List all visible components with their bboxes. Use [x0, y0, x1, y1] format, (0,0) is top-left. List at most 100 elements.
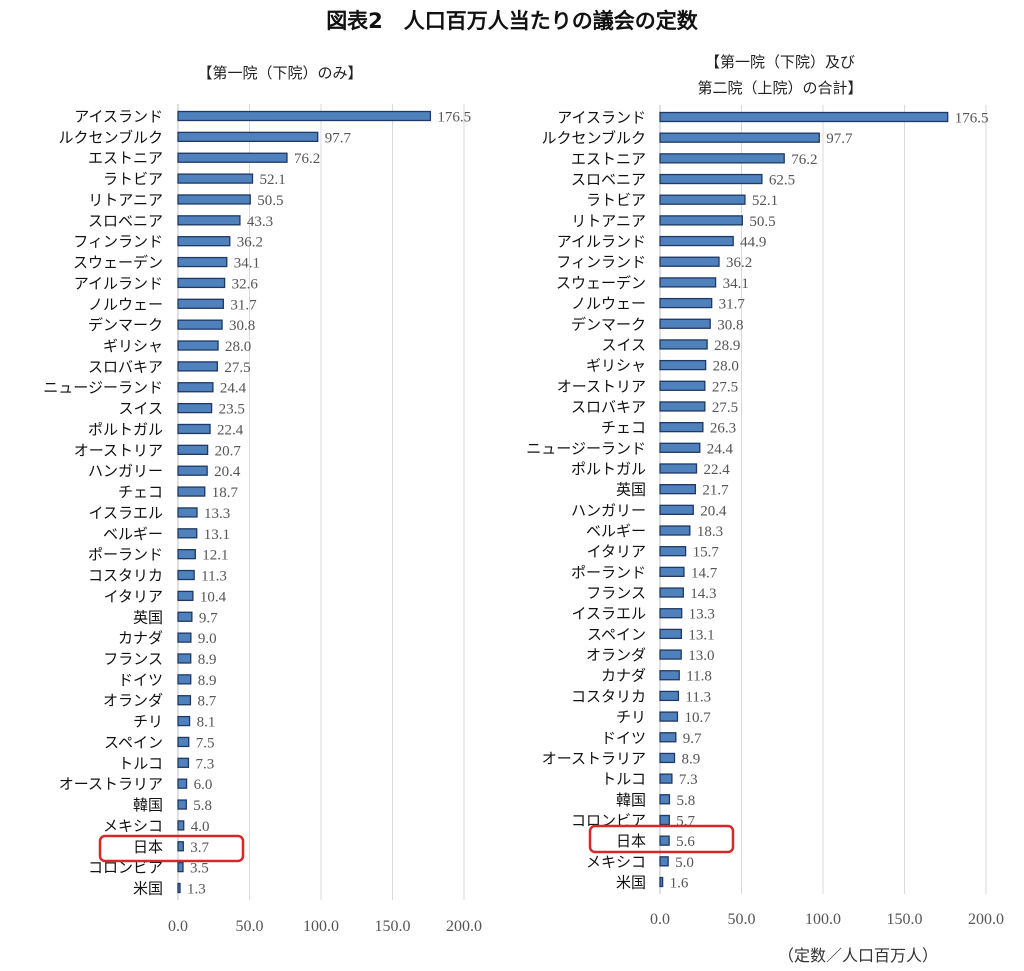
bar	[177, 173, 254, 184]
data-label: 10.7	[684, 710, 711, 726]
category-label: メキシコ	[103, 817, 163, 835]
category-label: スロバキア	[571, 398, 646, 416]
category-label: イスラエル	[571, 605, 646, 623]
data-label: 28.0	[713, 359, 739, 375]
bar	[659, 359, 707, 371]
bar	[177, 632, 192, 643]
x-tick-label: 150.0	[375, 918, 411, 935]
bar	[177, 569, 195, 581]
category-label: エストニア	[571, 150, 646, 168]
data-label: 11.3	[201, 569, 227, 585]
bar	[177, 507, 198, 518]
bar	[177, 194, 251, 205]
data-label: 18.3	[697, 524, 723, 540]
data-label: 76.2	[791, 152, 817, 168]
bar	[177, 340, 219, 351]
category-label: オーストラリア	[59, 775, 163, 793]
data-label: 97.7	[325, 130, 352, 146]
bar	[659, 256, 720, 267]
bar	[659, 132, 820, 143]
category-label: ニュージーランド	[526, 439, 646, 457]
bar	[177, 382, 214, 393]
bar	[177, 215, 241, 226]
category-label: イスラエル	[88, 504, 163, 522]
category-label: ポーランド	[571, 563, 646, 581]
category-label: ニュージーランド	[43, 379, 163, 397]
data-label: 34.1	[234, 256, 260, 272]
category-label: 日本	[133, 838, 163, 856]
japan-highlight-box	[98, 834, 245, 863]
category-label: チリ	[133, 713, 163, 731]
data-label: 8.9	[198, 673, 217, 689]
x-tick-label: 100.0	[303, 918, 339, 935]
data-label: 13.3	[204, 506, 230, 522]
bar	[659, 380, 706, 391]
chart-subtitle: 第二院（上院）の合計】	[697, 79, 862, 97]
x-tick-label: 0.0	[650, 911, 670, 928]
category-label: エストニア	[88, 149, 163, 167]
category-label: ルクセンブルク	[541, 129, 646, 147]
bar	[659, 504, 694, 515]
category-label: リトアニア	[88, 191, 163, 209]
bar	[659, 773, 673, 784]
bar	[177, 361, 218, 372]
bar	[177, 882, 181, 894]
bar	[177, 674, 192, 685]
data-label: 8.1	[197, 715, 216, 731]
category-label: オランダ	[586, 646, 646, 664]
data-label: 24.4	[707, 441, 734, 457]
category-label: フィンランド	[73, 233, 163, 251]
bar	[177, 778, 188, 789]
data-label: 27.5	[712, 400, 738, 416]
x-tick-label: 50.0	[728, 911, 756, 928]
x-tick-label: 200.0	[968, 911, 1004, 928]
data-label: 24.4	[220, 381, 247, 397]
data-label: 9.7	[199, 610, 218, 626]
category-label: ハンガリー	[571, 501, 646, 519]
category-label: ベルギー	[586, 522, 646, 540]
data-label: 4.0	[191, 819, 210, 835]
bar	[177, 444, 209, 455]
data-label: 34.1	[723, 276, 749, 292]
bar	[177, 486, 206, 497]
bar	[659, 525, 691, 536]
bar	[659, 546, 687, 557]
category-label: ノルウェー	[571, 295, 646, 313]
data-label: 21.7	[702, 483, 729, 499]
category-label: スペイン	[104, 733, 163, 751]
bar	[659, 649, 682, 660]
category-label: オーストリア	[74, 441, 163, 459]
data-label: 13.1	[688, 627, 714, 643]
data-label: 22.4	[217, 422, 244, 438]
data-label: 9.0	[198, 631, 217, 647]
category-label: トルコ	[118, 754, 163, 772]
category-label: ポーランド	[88, 546, 163, 564]
bar	[177, 423, 211, 435]
category-label: ギリシャ	[586, 357, 646, 375]
bar	[659, 318, 711, 329]
x-tick-label: 150.0	[887, 911, 923, 928]
bar	[659, 215, 743, 226]
data-label: 6.0	[194, 777, 213, 793]
category-label: 韓国	[616, 791, 646, 809]
category-label: コスタリカ	[571, 687, 646, 705]
data-label: 26.3	[710, 421, 736, 437]
data-label: 31.7	[719, 297, 746, 313]
bar	[659, 690, 680, 702]
category-label: アイスランド	[557, 109, 646, 127]
bar	[177, 256, 228, 268]
category-label: アイスランド	[74, 108, 163, 126]
bar	[177, 110, 432, 122]
category-label: アイルランド	[74, 274, 163, 292]
bar	[177, 131, 319, 143]
category-label: ベルギー	[103, 525, 163, 543]
category-label: オランダ	[103, 692, 163, 710]
bar	[659, 235, 734, 247]
category-label: トルコ	[601, 770, 646, 788]
bar	[659, 628, 683, 640]
data-label: 43.3	[247, 214, 273, 230]
category-label: メキシコ	[586, 853, 646, 871]
bar	[659, 856, 669, 867]
data-label: 5.6	[676, 834, 695, 850]
